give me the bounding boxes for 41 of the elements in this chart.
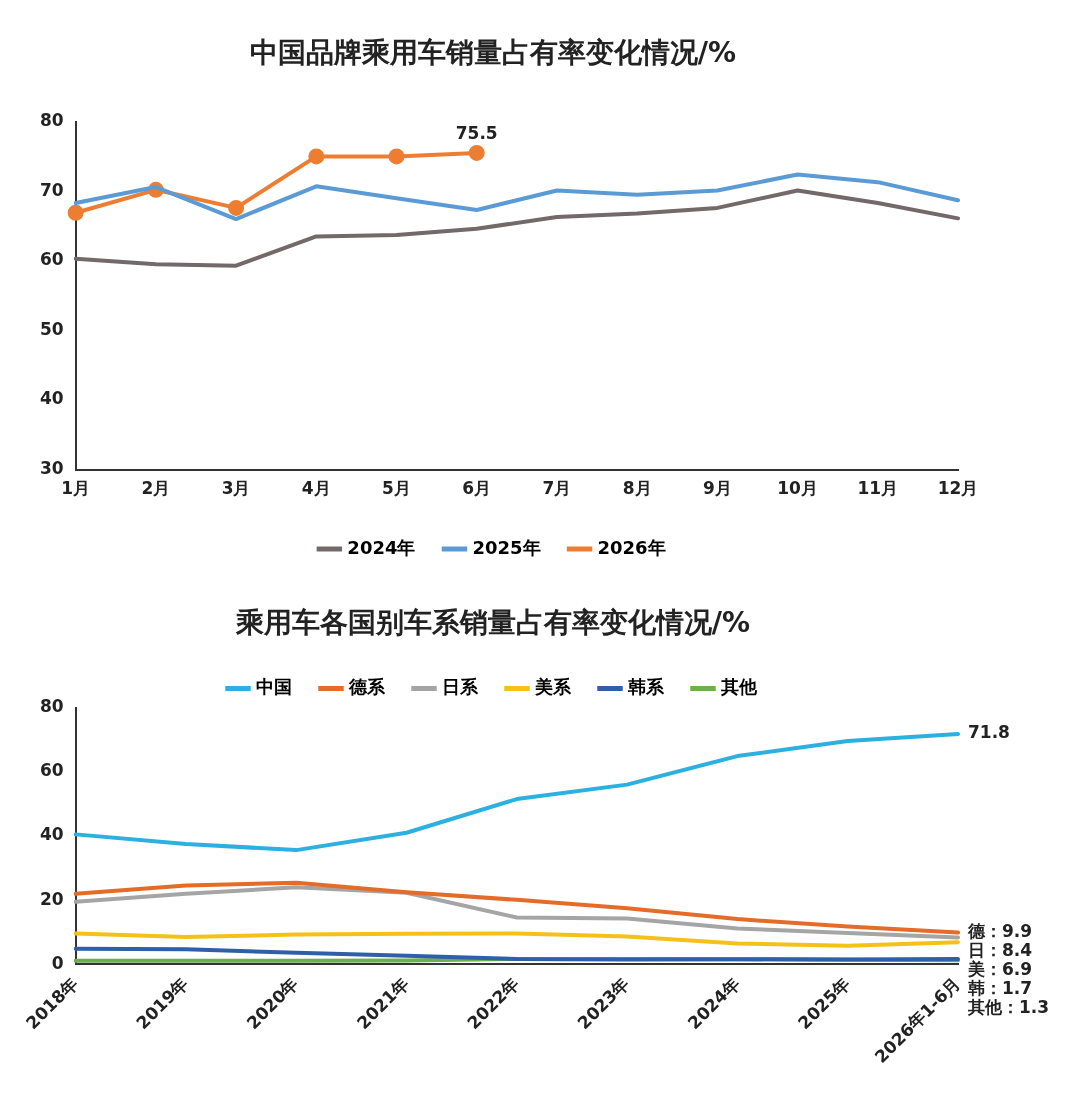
data-label: 美：6.9 (967, 959, 1033, 980)
y-tick-label: 80 (39, 110, 64, 131)
x-tick-label: 11月 (857, 478, 899, 499)
legend-label: 2026年 (597, 536, 666, 558)
y-tick-label: 50 (39, 318, 64, 339)
data-label: 其他：1.3 (967, 997, 1050, 1018)
legend-label: 2024年 (347, 536, 416, 558)
legend-label: 日系 (442, 676, 479, 698)
x-tick-label: 10月 (777, 478, 818, 499)
data-label: 75.5 (455, 122, 498, 143)
data-label: 日：8.4 (968, 940, 1033, 961)
data-label: 71.8 (968, 722, 1010, 743)
data-label: 韩：1.7 (967, 978, 1033, 999)
x-tick-label: 1月 (61, 478, 91, 499)
x-tick-label: 6月 (462, 478, 492, 499)
y-tick-label: 40 (39, 824, 64, 845)
data-label: 德：9.9 (967, 921, 1033, 942)
x-tick-label: 12月 (937, 478, 979, 499)
x-tick-label: 2月 (141, 478, 171, 499)
x-tick-label: 8月 (622, 478, 652, 499)
legend-label: 中国 (256, 676, 292, 698)
legend-label: 2025年 (472, 536, 541, 558)
x-tick-label: 3月 (221, 478, 251, 499)
y-tick-label: 20 (39, 888, 64, 909)
y-tick-label: 30 (39, 458, 64, 479)
y-tick-label: 70 (39, 179, 64, 200)
legend-label: 其他 (720, 676, 758, 698)
legend-label: 美系 (534, 676, 572, 698)
chart-title: 中国品牌乘用车销量占有率变化情况/% (249, 36, 737, 70)
legend-label: 德系 (348, 676, 386, 698)
legend-label: 韩系 (627, 676, 665, 698)
x-tick-label: 9月 (702, 478, 732, 499)
chart-title: 乘用车各国别车系销量占有率变化情况/% (234, 606, 751, 640)
y-tick-label: 60 (39, 760, 64, 781)
x-tick-label: 4月 (301, 478, 331, 499)
x-tick-label: 5月 (382, 478, 411, 499)
y-tick-label: 80 (39, 696, 64, 717)
x-tick-label: 7月 (542, 478, 572, 499)
y-tick-label: 40 (39, 388, 64, 409)
y-tick-label: 0 (51, 952, 64, 973)
y-tick-label: 60 (39, 249, 64, 270)
